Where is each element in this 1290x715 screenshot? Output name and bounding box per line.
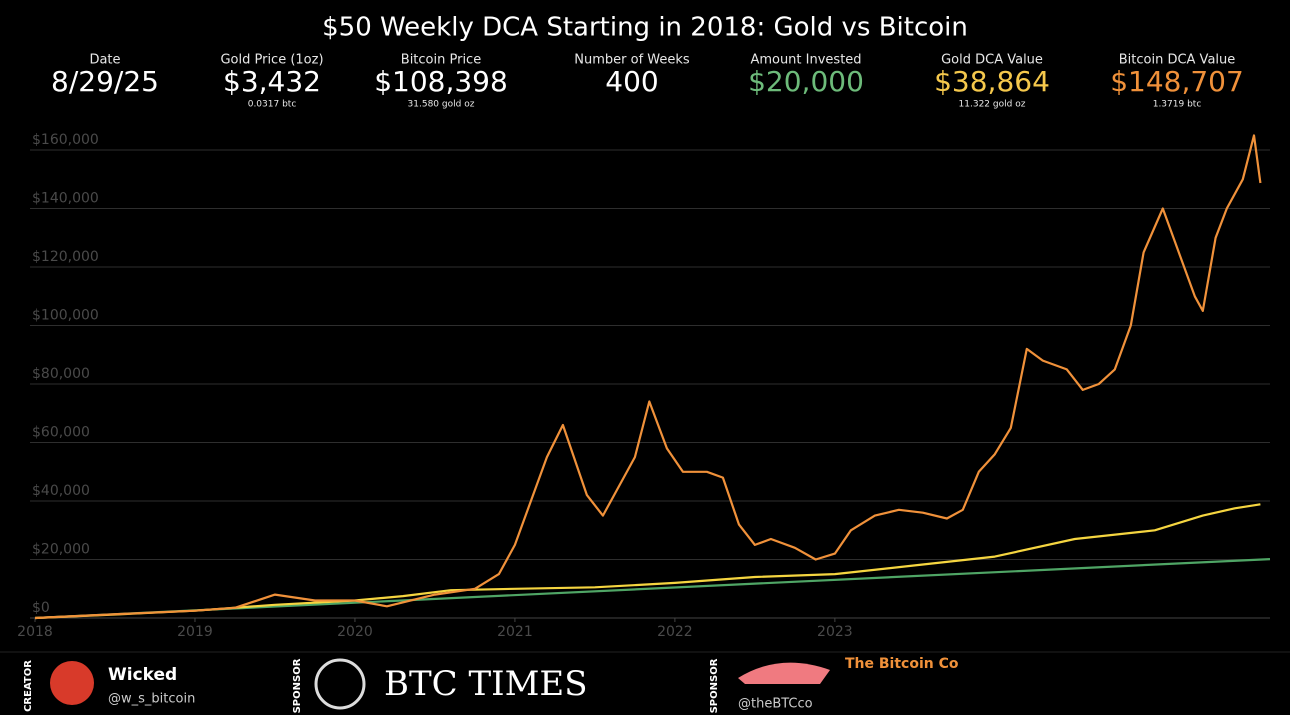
series-line bbox=[34, 503, 1261, 620]
x-tick-label: 2019 bbox=[177, 624, 213, 640]
stat-value: $20,000 bbox=[748, 65, 864, 98]
y-tick-label: $60,000 bbox=[32, 425, 90, 441]
stat-sublabel: 0.0317 btc bbox=[248, 100, 297, 110]
y-tick-label: $20,000 bbox=[32, 542, 90, 558]
y-tick-label: $160,000 bbox=[32, 132, 99, 148]
stat-sublabel: 31.580 gold oz bbox=[408, 100, 475, 110]
stat-sublabel: 11.322 gold oz bbox=[959, 100, 1026, 110]
stat-value: $3,432 bbox=[223, 65, 321, 98]
sponsor-logo bbox=[314, 658, 366, 710]
sponsor-logo bbox=[738, 662, 830, 684]
stat-value: $108,398 bbox=[374, 65, 508, 98]
y-tick-label: $140,000 bbox=[32, 191, 99, 207]
stat-value: $148,707 bbox=[1110, 65, 1244, 98]
x-tick-label: 2022 bbox=[657, 624, 693, 640]
y-tick-label: $0 bbox=[32, 600, 50, 616]
stat-label: Amount Invested bbox=[750, 53, 861, 68]
stat-value: $38,864 bbox=[934, 65, 1050, 98]
sponsor-name: BTC TIMES bbox=[384, 664, 588, 704]
stat-label: Number of Weeks bbox=[574, 53, 690, 68]
stat-label: Date bbox=[89, 53, 120, 68]
creator-handle: @w_s_bitcoin bbox=[108, 692, 195, 707]
x-tick-label: 2018 bbox=[17, 624, 53, 640]
series-line bbox=[34, 134, 1262, 620]
y-tick-label: $80,000 bbox=[32, 366, 90, 382]
x-tick-label: 2023 bbox=[817, 624, 853, 640]
y-tick-label: $120,000 bbox=[32, 249, 99, 265]
footer: CREATOR Wicked @w_s_bitcoin SPONSOR BTC … bbox=[23, 656, 959, 713]
stat-sublabel: 1.3719 btc bbox=[1153, 100, 1202, 110]
stat-value: 8/29/25 bbox=[51, 65, 159, 98]
y-tick-label: $40,000 bbox=[32, 483, 90, 499]
chart-title: $50 Weekly DCA Starting in 2018: Gold vs… bbox=[322, 13, 968, 43]
creator-name: Wicked bbox=[108, 665, 177, 685]
stat-value: 400 bbox=[605, 65, 658, 98]
stat-label: Gold Price (1oz) bbox=[220, 53, 323, 68]
stat-label: Bitcoin Price bbox=[401, 53, 481, 68]
creator-tag: CREATOR bbox=[23, 660, 34, 712]
sponsor-name: The Bitcoin Co bbox=[845, 656, 959, 672]
y-tick-label: $100,000 bbox=[32, 308, 99, 324]
creator-logo bbox=[50, 661, 94, 705]
sponsor-tag: SPONSOR bbox=[709, 658, 720, 713]
stat-label: Gold DCA Value bbox=[941, 53, 1043, 68]
sponsor-handle: @theBTCco bbox=[738, 697, 813, 712]
sponsor-tag: SPONSOR bbox=[292, 658, 303, 713]
x-tick-label: 2021 bbox=[497, 624, 533, 640]
x-tick-label: 2020 bbox=[337, 624, 373, 640]
stat-label: Bitcoin DCA Value bbox=[1119, 53, 1236, 68]
